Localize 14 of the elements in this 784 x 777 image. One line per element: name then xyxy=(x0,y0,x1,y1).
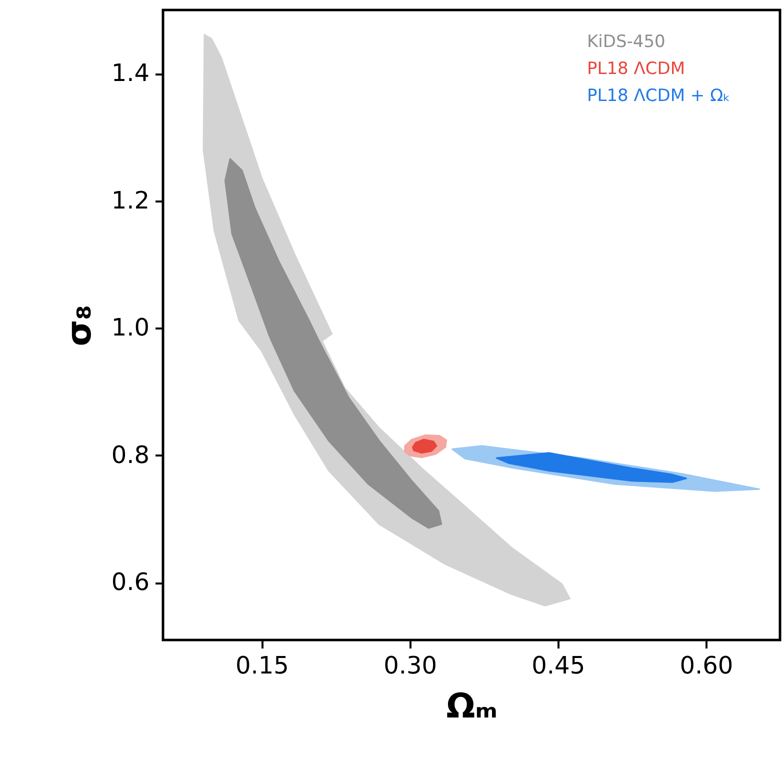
y-axis-title: σ₈ xyxy=(59,304,100,346)
text: PL18 ΛCDM + Ωₖ xyxy=(587,86,730,106)
x-tick-label: 0.45 xyxy=(532,652,586,680)
x-tick-label: 0.60 xyxy=(680,652,734,680)
x-axis-title: Ωₘ xyxy=(446,686,498,726)
y-tick-label: 1.4 xyxy=(111,59,150,88)
y-tick-label: 1.2 xyxy=(111,186,150,214)
text: KiDS-450 xyxy=(587,32,666,52)
text: PL18 ΛCDM xyxy=(587,59,686,79)
x-tick-label: 0.15 xyxy=(236,652,289,680)
y-tick-label: 0.6 xyxy=(111,568,150,596)
x-tick-label: 0.30 xyxy=(384,652,438,680)
y-tick-label: 1.0 xyxy=(111,314,150,342)
y-tick-label: 0.8 xyxy=(111,440,150,469)
